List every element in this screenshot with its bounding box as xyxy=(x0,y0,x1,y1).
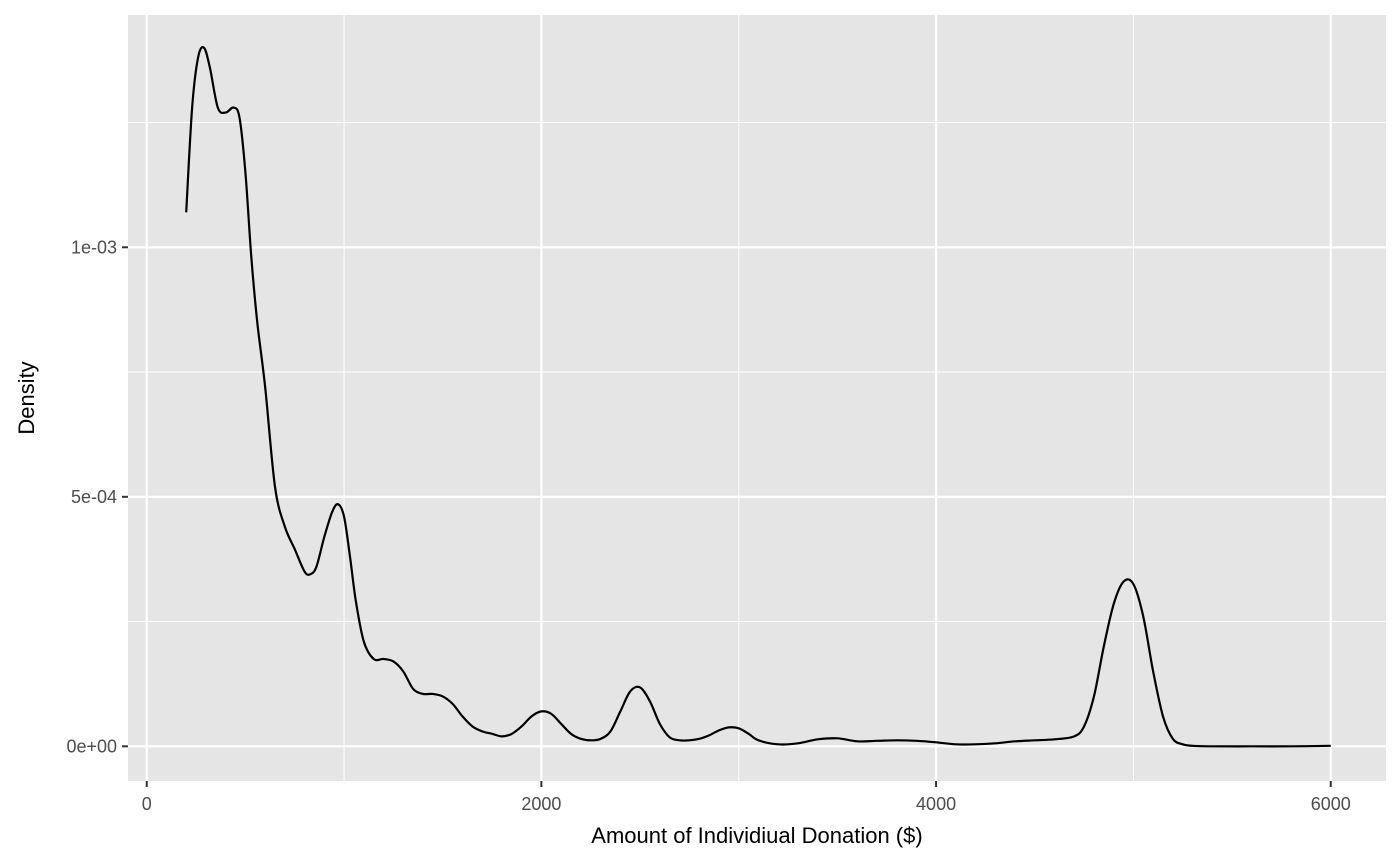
x-axis: 0 2000 4000 6000 xyxy=(142,781,1351,814)
x-axis-title: Amount of Individiual Donation ($) xyxy=(591,823,922,848)
x-tick-label: 2000 xyxy=(521,794,561,814)
y-axis-title: Density xyxy=(14,361,39,434)
minor-gridlines xyxy=(128,15,1386,781)
y-tick-label: 5e-04 xyxy=(71,487,117,507)
x-tick-label: 6000 xyxy=(1311,794,1351,814)
major-gridlines xyxy=(128,15,1386,781)
x-tick-label: 0 xyxy=(142,794,152,814)
x-tick-label: 4000 xyxy=(916,794,956,814)
panel-background xyxy=(128,15,1386,781)
y-tick-label: 1e-03 xyxy=(71,237,117,257)
y-axis: 0e+00 5e-04 1e-03 xyxy=(66,237,128,756)
density-curve xyxy=(185,46,1331,748)
y-tick-label: 0e+00 xyxy=(66,736,117,756)
